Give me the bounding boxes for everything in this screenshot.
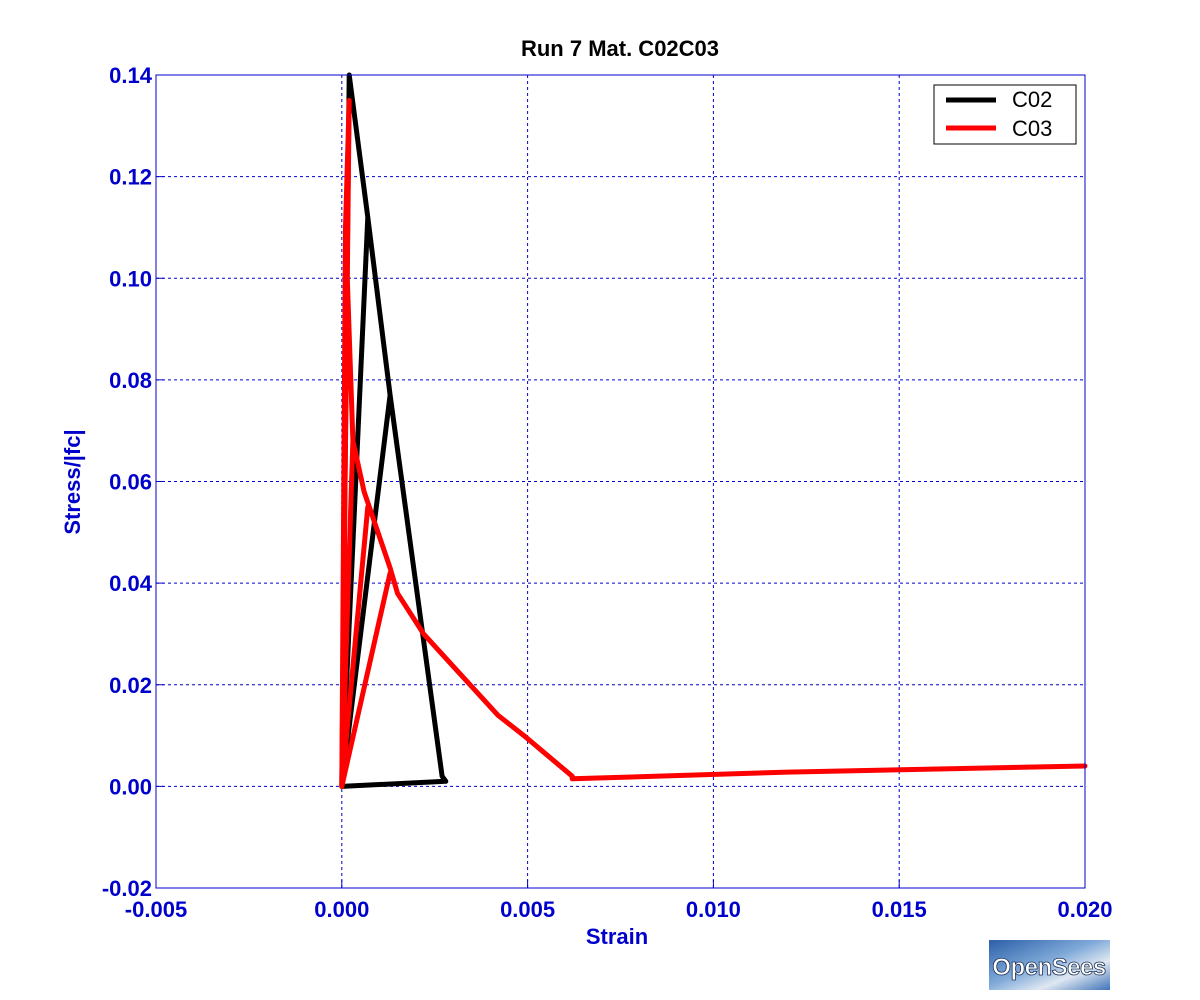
logo-background	[989, 940, 1110, 990]
y-tick-label: 0.14	[109, 63, 153, 88]
y-tick-label: 0.06	[109, 470, 152, 495]
grid-layer	[156, 75, 1085, 888]
y-tick-label: 0.04	[109, 571, 153, 596]
tick-layer: -0.005 0.000 0.005 0.010 0.015 0.020 -0.02 0.00…	[102, 63, 1113, 922]
chart-title: Run 7 Mat. C02C03	[521, 36, 719, 61]
series-layer	[339, 72, 1088, 789]
opensees-logo: OpenSees	[989, 940, 1110, 990]
y-tick-label: -0.02	[102, 876, 152, 901]
legend-box	[933, 84, 1077, 145]
y-axis-label: Stress/|fc|	[60, 429, 85, 534]
y-tick-label: 0.10	[109, 266, 152, 291]
y-tick-label: 0.00	[109, 774, 152, 799]
legend-label-c03: C03	[1012, 116, 1052, 141]
series-line-c03	[339, 97, 1088, 789]
y-tick-label: 0.02	[109, 673, 152, 698]
x-tick-label: 0.000	[314, 897, 369, 922]
x-tick-label: 0.020	[1057, 897, 1112, 922]
x-tick-label: 0.015	[872, 897, 927, 922]
y-tick-label: 0.12	[109, 165, 152, 190]
y-tick-label: 0.08	[109, 368, 152, 393]
x-tick-label: 0.005	[500, 897, 555, 922]
legend-label-c02: C02	[1012, 87, 1052, 112]
legend: C02 C03	[933, 84, 1077, 145]
x-tick-label: 0.010	[686, 897, 741, 922]
logo-text: OpenSees	[992, 954, 1106, 981]
x-axis-label: Strain	[586, 924, 648, 949]
x-tick-label: -0.005	[125, 897, 187, 922]
